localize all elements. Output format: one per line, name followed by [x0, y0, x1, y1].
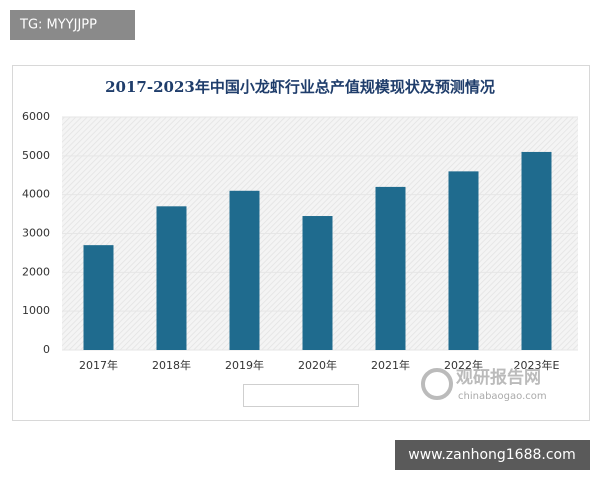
tag: TG: MYYJJPP: [19, 18, 97, 33]
bar: [229, 190, 260, 350]
watermark-name: 观研报告网: [455, 367, 541, 388]
x-tick-label: 2021年: [371, 358, 410, 372]
y-tick-label: 4000: [22, 188, 50, 201]
watermark-logo: [421, 368, 453, 400]
y-tick-label: 1000: [22, 304, 50, 317]
x-tick-label: 2019年: [225, 358, 264, 372]
chart-title: 2017-2023年中国小龙虾行业总产值规模现状及预测情况: [105, 78, 495, 96]
footer-box: [395, 440, 590, 470]
footer-url: www.zanhong1688.com: [408, 447, 576, 463]
plot: 0 1000 2000 3000 4000 5000 6000 2017年 2018年 2019年…: [22, 110, 578, 402]
y-tick-label: 0: [43, 343, 50, 356]
x-tick-label: 2017年: [79, 358, 118, 372]
tag-box: [10, 10, 135, 40]
legend-box: [243, 384, 359, 407]
y-tick-label: 5000: [22, 149, 50, 162]
x-tick-label: 2023年E: [514, 358, 560, 372]
x-tick-label: 2018年: [152, 358, 191, 372]
x-tick-label: 2020年: [298, 358, 337, 372]
bar: [156, 206, 187, 350]
y-tick-label: 6000: [22, 110, 50, 123]
x-tick-label: 2022年: [444, 358, 483, 372]
bar: [375, 186, 406, 350]
watermark-url: chinabaogao.com: [458, 391, 547, 402]
bar: [302, 216, 333, 350]
bar: [521, 151, 552, 350]
y-tick-label: 3000: [22, 227, 50, 240]
bar: [448, 171, 479, 350]
bar: [83, 245, 114, 350]
watermark-group: 观研报告网 chinabaogao.com: [421, 367, 547, 402]
y-tick-label: 2000: [22, 265, 50, 278]
